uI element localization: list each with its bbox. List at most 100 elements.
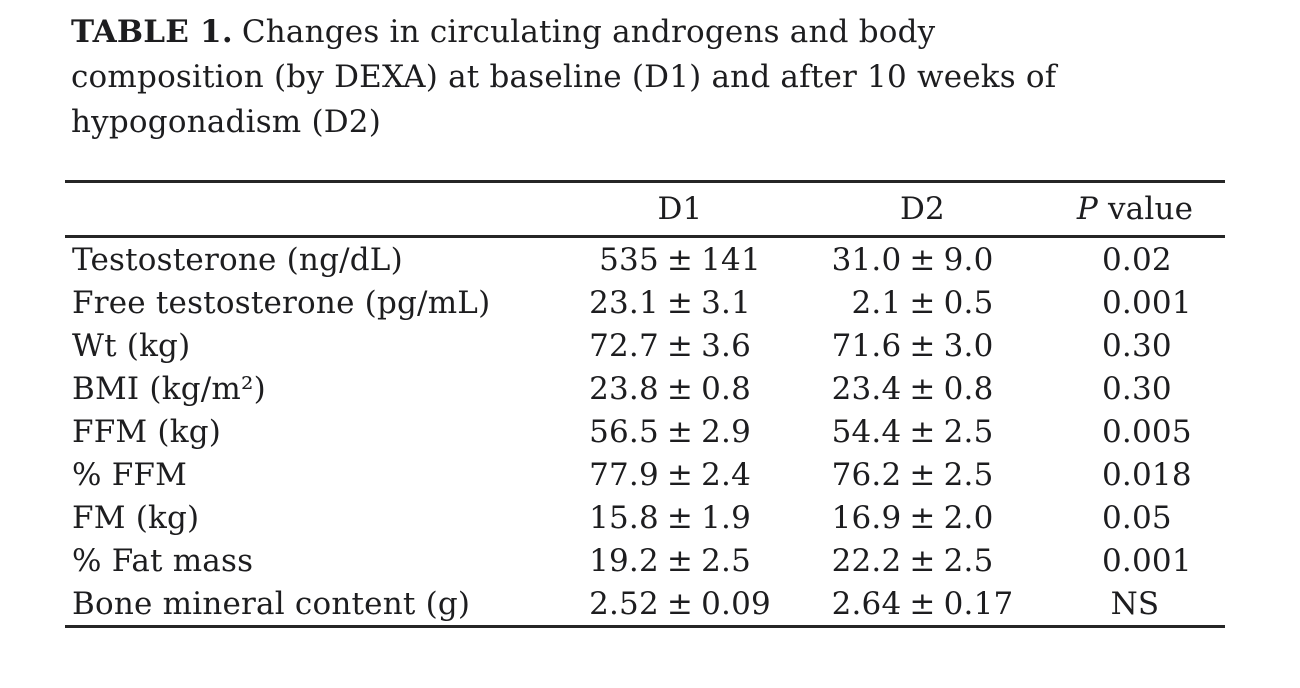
row-label: % FFM xyxy=(72,456,188,493)
plus-minus-sign: ± xyxy=(666,585,694,622)
value-d1: 77.9 ±2.4 xyxy=(560,457,800,493)
table-row: FM (kg) 15.8 ±1.9 16.9 ±2.0 0.05 xyxy=(65,496,1225,539)
sd-value: 2.5 xyxy=(943,413,994,450)
p-value: 0.02 xyxy=(1102,241,1172,278)
mean-value: 15.8 xyxy=(589,499,659,536)
plus-minus-sign: ± xyxy=(909,542,936,579)
plus-minus-sign: ± xyxy=(909,413,936,450)
column-header-pvalue: P value xyxy=(1045,191,1225,227)
plus-minus-sign: ± xyxy=(909,284,936,321)
row-label: FFM (kg) xyxy=(72,413,222,450)
p-value: 0.005 xyxy=(1102,413,1192,450)
value-d1: 72.7 ±3.6 xyxy=(560,328,800,364)
value-d2: 22.2 ±2.5 xyxy=(800,543,1045,579)
data-table: D1 D2 P value Testosterone (ng/dL) 535 ±14… xyxy=(65,180,1225,628)
p-value: NS xyxy=(1110,585,1160,622)
sd-value: 1.9 xyxy=(701,499,751,536)
mean-value: 23.8 xyxy=(589,370,659,407)
row-label: BMI (kg/m²) xyxy=(72,370,266,407)
mean-value: 2.64 xyxy=(831,585,902,622)
mean-value: 54.4 xyxy=(831,413,902,450)
plus-minus-sign: ± xyxy=(909,456,936,493)
plus-minus-sign: ± xyxy=(666,499,694,536)
mean-value: 56.5 xyxy=(589,413,659,450)
p-value: 0.001 xyxy=(1102,542,1192,579)
value-d1: 535 ±141 xyxy=(560,242,800,278)
mean-value: 72.7 xyxy=(589,327,659,364)
table-header-rule xyxy=(65,235,1225,238)
mean-value: 19.2 xyxy=(589,542,659,579)
p-italic: P xyxy=(1076,191,1098,227)
mean-value: 535 xyxy=(599,241,659,278)
table-row: Free testosterone (pg/mL) 23.1 ±3.1 2.1 ±0.5… xyxy=(65,281,1225,324)
value-d1: 56.5 ±2.9 xyxy=(560,414,800,450)
sd-value: 3.6 xyxy=(701,327,751,364)
sd-value: 9.0 xyxy=(943,241,994,278)
sd-value: 3.0 xyxy=(943,327,994,364)
plus-minus-sign: ± xyxy=(909,370,936,407)
plus-minus-sign: ± xyxy=(666,413,694,450)
value-d2: 23.4 ±0.8 xyxy=(800,371,1045,407)
sd-value: 0.17 xyxy=(943,585,1014,622)
p-value: 0.30 xyxy=(1102,370,1172,407)
mean-value: 23.1 xyxy=(589,284,659,321)
caption-line-3: hypogonadism (D2) xyxy=(71,104,382,140)
sd-value: 141 xyxy=(701,241,761,278)
value-d1: 23.8 ±0.8 xyxy=(560,371,800,407)
sd-value: 2.0 xyxy=(943,499,994,536)
p-value: 0.05 xyxy=(1102,499,1172,536)
table-row: Wt (kg) 72.7 ±3.6 71.6 ±3.0 0.30 xyxy=(65,324,1225,367)
mean-value: 23.4 xyxy=(831,370,902,407)
row-label: % Fat mass xyxy=(72,542,254,579)
row-label: Bone mineral content (g) xyxy=(72,585,471,622)
value-d1: 2.52 ±0.09 xyxy=(560,586,800,622)
plus-minus-sign: ± xyxy=(909,327,936,364)
table-body: Testosterone (ng/dL) 535 ±141 31.0 ±9.0 0.02 F… xyxy=(65,238,1225,625)
column-header-d1: D1 xyxy=(657,191,703,227)
value-d1: 19.2 ±2.5 xyxy=(560,543,800,579)
row-label: Free testosterone (pg/mL) xyxy=(72,284,491,321)
plus-minus-sign: ± xyxy=(666,456,694,493)
plus-minus-sign: ± xyxy=(909,499,936,536)
mean-value: 22.2 xyxy=(831,542,902,579)
value-d2: 2.64 ±0.17 xyxy=(800,586,1045,622)
plus-minus-sign: ± xyxy=(666,542,694,579)
row-label: Wt (kg) xyxy=(72,327,191,364)
mean-value: 16.9 xyxy=(831,499,902,536)
plus-minus-sign: ± xyxy=(666,241,694,278)
caption-line-2: composition (by DEXA) at baseline (D1) a… xyxy=(71,59,1057,95)
plus-minus-sign: ± xyxy=(666,284,694,321)
sd-value: 2.4 xyxy=(701,456,751,493)
p-value: 0.001 xyxy=(1102,284,1192,321)
value-d2: 2.1 ±0.5 xyxy=(800,285,1045,321)
table-row: Bone mineral content (g) 2.52 ±0.09 2.64 ±0.… xyxy=(65,582,1225,625)
value-d2: 54.4 ±2.5 xyxy=(800,414,1045,450)
table-header-row: D1 D2 P value xyxy=(65,183,1225,235)
sd-value: 3.1 xyxy=(701,284,751,321)
table-bottom-rule xyxy=(65,625,1225,628)
value-d2: 31.0 ±9.0 xyxy=(800,242,1045,278)
sd-value: 0.5 xyxy=(943,284,994,321)
p-rest: value xyxy=(1097,191,1194,227)
sd-value: 2.5 xyxy=(701,542,751,579)
caption-line-1: TABLE 1. Changes in circulating androgens… xyxy=(71,10,1056,55)
table-caption: TABLE 1. Changes in circulating androgens… xyxy=(71,10,1056,145)
mean-value: 77.9 xyxy=(589,456,659,493)
table-top-rule xyxy=(65,180,1225,183)
plus-minus-sign: ± xyxy=(909,241,936,278)
caption-text-1: Changes in circulating androgens and bod… xyxy=(241,14,936,50)
plus-minus-sign: ± xyxy=(666,327,694,364)
value-d2: 16.9 ±2.0 xyxy=(800,500,1045,536)
sd-value: 2.5 xyxy=(943,542,994,579)
value-d1: 15.8 ±1.9 xyxy=(560,500,800,536)
row-label: Testosterone (ng/dL) xyxy=(72,241,403,278)
row-label: FM (kg) xyxy=(72,499,200,536)
sd-value: 0.09 xyxy=(701,585,771,622)
mean-value: 2.52 xyxy=(589,585,659,622)
table-row: FFM (kg) 56.5 ±2.9 54.4 ±2.5 0.005 xyxy=(65,410,1225,453)
table-number-label: TABLE 1. xyxy=(71,14,233,50)
plus-minus-sign: ± xyxy=(909,585,936,622)
p-value: 0.30 xyxy=(1102,327,1172,364)
column-header-d2: D2 xyxy=(900,191,945,227)
